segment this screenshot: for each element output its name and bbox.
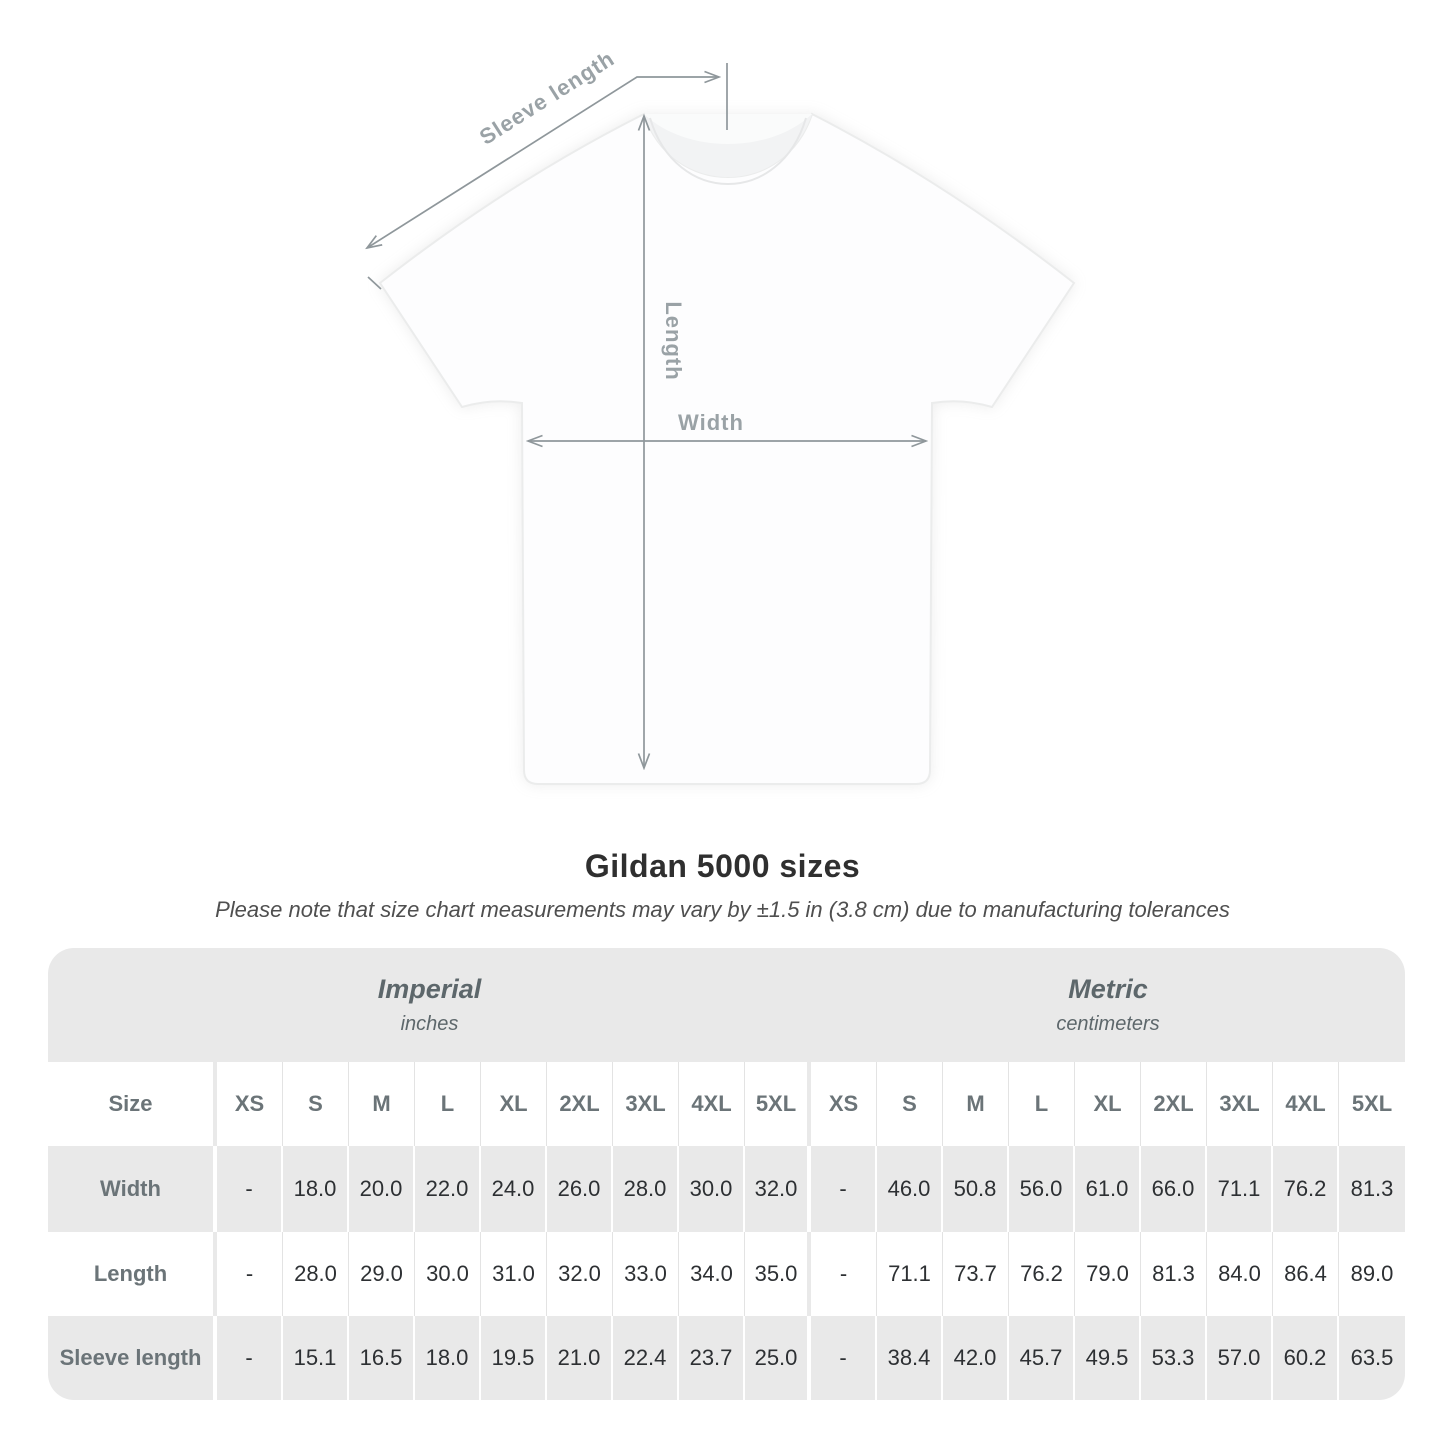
length-metric-xs: - [811, 1232, 877, 1316]
width-metric-3xl: 71.1 [1207, 1146, 1273, 1232]
col-header-metric-4xl: 4XL [1273, 1062, 1339, 1146]
page-title: Gildan 5000 sizes [584, 848, 861, 884]
length-imperial-m: 29.0 [349, 1232, 415, 1316]
width-metric-2xl: 66.0 [1141, 1146, 1207, 1232]
sleeve-imperial-3xl: 22.4 [613, 1316, 679, 1400]
length-imperial-3xl: 33.0 [613, 1232, 679, 1316]
width-metric-m: 50.8 [943, 1146, 1009, 1232]
length-metric-2xl: 81.3 [1141, 1232, 1207, 1316]
length-metric-xl: 79.0 [1075, 1232, 1141, 1316]
col-header-imperial-5xl: 5XL [745, 1062, 811, 1146]
col-header-metric-m: M [943, 1062, 1009, 1146]
width-imperial-3xl: 28.0 [613, 1146, 679, 1232]
col-header-imperial-xl: XL [481, 1062, 547, 1146]
width-metric-xl: 61.0 [1075, 1146, 1141, 1232]
width-imperial-4xl: 30.0 [679, 1146, 745, 1232]
length-metric-5xl: 89.0 [1339, 1232, 1405, 1316]
row-label-width: Width [48, 1146, 217, 1232]
width-imperial-2xl: 26.0 [547, 1146, 613, 1232]
sleeve-imperial-xs: - [217, 1316, 283, 1400]
col-header-imperial-xs: XS [217, 1062, 283, 1146]
col-header-imperial-2xl: 2XL [547, 1062, 613, 1146]
col-header-imperial-l: L [415, 1062, 481, 1146]
col-header-imperial-4xl: 4XL [679, 1062, 745, 1146]
width-imperial-5xl: 32.0 [745, 1146, 811, 1232]
tshirt-measurement-diagram: Sleeve length Length Width [0, 46, 1076, 785]
sleeve-imperial-xl: 19.5 [481, 1316, 547, 1400]
col-header-metric-2xl: 2XL [1141, 1062, 1207, 1146]
width-metric-xs: - [811, 1146, 877, 1232]
length-metric-4xl: 86.4 [1273, 1232, 1339, 1316]
col-header-metric-xl: XL [1075, 1062, 1141, 1146]
sleeve-imperial-2xl: 21.0 [547, 1316, 613, 1400]
length-metric-l: 76.2 [1009, 1232, 1075, 1316]
sleeve-imperial-m: 16.5 [349, 1316, 415, 1400]
length-imperial-4xl: 34.0 [679, 1232, 745, 1316]
sleeve-metric-xs: - [811, 1316, 877, 1400]
length-metric-m: 73.7 [943, 1232, 1009, 1316]
size-chart-table: Imperial inches Metric centimeters Size … [48, 948, 1405, 1400]
sleeve-metric-s: 38.4 [877, 1316, 943, 1400]
col-header-metric-l: L [1009, 1062, 1075, 1146]
sleeve-metric-2xl: 53.3 [1141, 1316, 1207, 1400]
col-header-imperial-s: S [283, 1062, 349, 1146]
width-imperial-xs: - [217, 1146, 283, 1232]
sleeve-metric-5xl: 63.5 [1339, 1316, 1405, 1400]
width-metric-5xl: 81.3 [1339, 1146, 1405, 1232]
size-column-header: Size [48, 1062, 217, 1146]
sleeve-metric-xl: 49.5 [1075, 1316, 1141, 1400]
row-label-length: Length [48, 1232, 217, 1316]
col-header-metric-5xl: 5XL [1339, 1062, 1405, 1146]
row-label-sleeve-length: Sleeve length [48, 1316, 217, 1400]
width-metric-4xl: 76.2 [1273, 1146, 1339, 1232]
length-imperial-2xl: 32.0 [547, 1232, 613, 1316]
length-metric-3xl: 84.0 [1207, 1232, 1273, 1316]
sleeve-metric-l: 45.7 [1009, 1316, 1075, 1400]
length-imperial-5xl: 35.0 [745, 1232, 811, 1316]
col-header-metric-xs: XS [811, 1062, 877, 1146]
width-imperial-m: 20.0 [349, 1146, 415, 1232]
chart-heading: Gildan 5000 sizes Please note that size … [0, 848, 1445, 923]
sleeve-metric-3xl: 57.0 [1207, 1316, 1273, 1400]
length-label: Length [661, 301, 686, 380]
length-imperial-l: 30.0 [415, 1232, 481, 1316]
imperial-group-header: Imperial inches [48, 948, 811, 1062]
imperial-group-unit: inches [400, 1013, 459, 1035]
sleeve-extension-tick [367, 276, 382, 290]
col-header-metric-s: S [877, 1062, 943, 1146]
imperial-group-label: Imperial [377, 974, 482, 1004]
width-imperial-l: 22.0 [415, 1146, 481, 1232]
width-label: Width [678, 410, 744, 435]
tolerance-note: Please note that size chart measurements… [215, 897, 1230, 922]
col-header-metric-3xl: 3XL [1207, 1062, 1273, 1146]
width-metric-s: 46.0 [877, 1146, 943, 1232]
sleeve-metric-m: 42.0 [943, 1316, 1009, 1400]
sleeve-metric-4xl: 60.2 [1273, 1316, 1339, 1400]
tshirt-illustration [378, 112, 1076, 785]
sleeve-imperial-4xl: 23.7 [679, 1316, 745, 1400]
metric-group-unit: centimeters [1056, 1013, 1160, 1035]
length-imperial-xl: 31.0 [481, 1232, 547, 1316]
width-metric-l: 56.0 [1009, 1146, 1075, 1232]
sleeve-imperial-5xl: 25.0 [745, 1316, 811, 1400]
width-imperial-xl: 24.0 [481, 1146, 547, 1232]
col-header-imperial-m: M [349, 1062, 415, 1146]
metric-group-header: Metric centimeters [811, 948, 1405, 1062]
length-imperial-xs: - [217, 1232, 283, 1316]
sleeve-imperial-l: 18.0 [415, 1316, 481, 1400]
sleeve-length-dimension-line [367, 77, 719, 248]
tshirt-body [378, 112, 1076, 785]
length-metric-s: 71.1 [877, 1232, 943, 1316]
col-header-imperial-3xl: 3XL [613, 1062, 679, 1146]
length-imperial-s: 28.0 [283, 1232, 349, 1316]
width-imperial-s: 18.0 [283, 1146, 349, 1232]
sleeve-imperial-s: 15.1 [283, 1316, 349, 1400]
metric-group-label: Metric [1068, 974, 1148, 1004]
